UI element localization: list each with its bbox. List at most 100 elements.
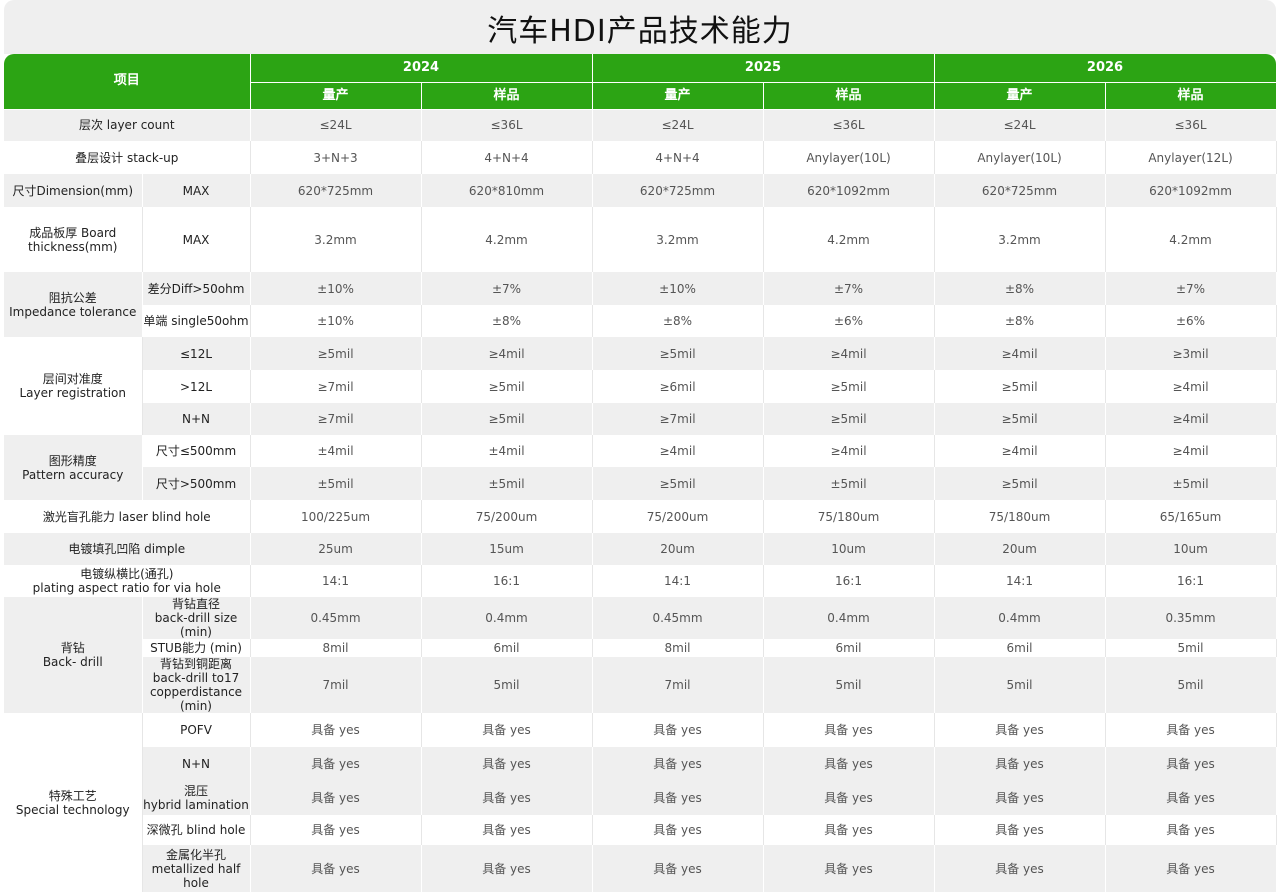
value-cell: 0.4mm	[934, 597, 1106, 639]
value-cell: ±8%	[592, 305, 764, 337]
value-cell: ≥4mil	[592, 435, 764, 467]
table-row: N+N 具备 yes 具备 yes 具备 yes 具备 yes 具备 yes 具备 yes	[4, 747, 1277, 780]
table-row: 深微孔 blind hole 具备 yes 具备 yes 具备 yes 具备 yes 具备…	[4, 815, 1277, 845]
table-row: 图形精度 Pattern accuracy 尺寸≤500mm ±4mil ±4mil ≥…	[4, 435, 1277, 500]
row-sublabel: 尺寸≤500mm	[142, 435, 251, 467]
row-sublabel: 背钻到铜距离 back-drill to17 copperdistance (m…	[142, 657, 251, 713]
value-cell: ±8%	[421, 305, 593, 337]
value-cell: 5mil	[1105, 657, 1277, 713]
table-row: 层间对准度 Layer registration ≤12L ≥5mil ≥4mil ≥5…	[4, 337, 1277, 435]
value-cell: 4.2mm	[763, 207, 935, 272]
value-cell: ≥4mil	[1105, 435, 1277, 467]
row-sublabel: N+N	[142, 403, 251, 435]
row-label: 激光盲孔能力 laser blind hole	[4, 500, 251, 533]
value-cell: 10um	[763, 533, 935, 565]
table-row: 电镀填孔凹陷 dimple 25um 15um 20um 10um 20um 10um	[4, 533, 1277, 565]
row-sublabel: 单端 single50ohm	[142, 305, 251, 337]
table-row: 金属化半孔 metallized half hole 具备 yes 具备 yes 具备…	[4, 845, 1277, 892]
row-sublabel: 尺寸>500mm	[142, 467, 251, 500]
table-row: 背钻 Back- drill 背钻直径 back-drill size (min)…	[4, 597, 1277, 713]
value-cell: 5mil	[934, 657, 1106, 713]
value-cell: Anylayer(10L)	[934, 141, 1106, 174]
row-sublabel: POFV	[142, 713, 251, 747]
value-cell: ≥5mil	[421, 370, 593, 403]
row-label: 电镀纵横比(通孔) plating aspect ratio for via h…	[4, 565, 251, 597]
row-sublabel: MAX	[142, 207, 251, 272]
value-cell: 4+N+4	[421, 141, 593, 174]
value-cell: ≥5mil	[763, 370, 935, 403]
value-cell: ≥5mil	[934, 467, 1106, 500]
value-cell: 4.2mm	[1105, 207, 1277, 272]
value-cell: ≤36L	[1105, 109, 1277, 141]
value-cell: 5mil	[763, 657, 935, 713]
value-cell: 具备 yes	[763, 713, 935, 747]
value-cell: 6mil	[763, 639, 935, 657]
value-cell: 具备 yes	[934, 815, 1106, 845]
value-cell: ≤24L	[592, 109, 764, 141]
value-cell: 具备 yes	[421, 815, 593, 845]
value-cell: 20um	[592, 533, 764, 565]
value-cell: ±10%	[250, 305, 422, 337]
group-label-backdrill: 背钻 Back- drill	[4, 597, 143, 713]
table-row: 层次 layer count ≤24L ≤36L ≤24L ≤36L ≤24L ≤36L	[4, 109, 1277, 141]
value-cell: 具备 yes	[934, 713, 1106, 747]
value-cell: ±6%	[763, 305, 935, 337]
value-cell: 620*725mm	[250, 174, 422, 207]
value-cell: ±8%	[934, 272, 1106, 305]
value-cell: 3.2mm	[934, 207, 1106, 272]
value-cell: 具备 yes	[421, 713, 593, 747]
value-cell: ≥6mil	[592, 370, 764, 403]
row-label: 电镀填孔凹陷 dimple	[4, 533, 251, 565]
group-label-registration: 层间对准度 Layer registration	[4, 337, 143, 435]
header-year-2025: 2025	[592, 54, 935, 83]
row-sublabel: STUB能力 (min)	[142, 639, 251, 657]
value-cell: 620*810mm	[421, 174, 593, 207]
value-cell: 具备 yes	[250, 845, 422, 892]
value-cell: ≤24L	[934, 109, 1106, 141]
group-label-impedance: 阻抗公差 Impedance tolerance	[4, 272, 143, 337]
value-cell: 0.45mm	[592, 597, 764, 639]
row-sublabel: MAX	[142, 174, 251, 207]
value-cell: 65/165um	[1105, 500, 1277, 533]
header-mass: 量产	[250, 82, 422, 110]
value-cell: 75/200um	[592, 500, 764, 533]
value-cell: ±8%	[934, 305, 1106, 337]
value-cell: 6mil	[421, 639, 593, 657]
table-row: 阻抗公差 Impedance tolerance 差分Diff>50ohm ±10%…	[4, 272, 1277, 337]
value-cell: ≤24L	[250, 109, 422, 141]
value-cell: ≥4mil	[1105, 370, 1277, 403]
value-cell: Anylayer(10L)	[763, 141, 935, 174]
header-sample: 样品	[1105, 82, 1277, 110]
value-cell: 具备 yes	[592, 815, 764, 845]
value-cell: 具备 yes	[1105, 780, 1277, 815]
value-cell: 14:1	[250, 565, 422, 597]
capability-table: 项目 2024 2025 2026 量产 样品 量产 样品 量产 样品 层次 l…	[4, 54, 1277, 892]
table-row: 叠层设计 stack-up 3+N+3 4+N+4 4+N+4 Anylayer(10L…	[4, 141, 1277, 174]
value-cell: 0.35mm	[1105, 597, 1277, 639]
value-cell: 8mil	[592, 639, 764, 657]
value-cell: ≥5mil	[934, 370, 1106, 403]
value-cell: 14:1	[934, 565, 1106, 597]
value-cell: 3+N+3	[250, 141, 422, 174]
table-row: N+N ≥7mil ≥5mil ≥7mil ≥5mil ≥5mil ≥4mil	[4, 403, 1277, 435]
value-cell: 具备 yes	[421, 747, 593, 780]
value-cell: ±10%	[250, 272, 422, 305]
value-cell: 620*725mm	[934, 174, 1106, 207]
table-row: 单端 single50ohm ±10% ±8% ±8% ±6% ±8% ±6%	[4, 305, 1277, 337]
value-cell: ≥5mil	[934, 403, 1106, 435]
value-cell: ≥4mil	[934, 337, 1106, 370]
row-sublabel: 背钻直径 back-drill size (min)	[142, 597, 251, 639]
value-cell: ≥4mil	[1105, 403, 1277, 435]
table-row: STUB能力 (min) 8mil 6mil 8mil 6mil 6mil 5mil	[4, 639, 1277, 657]
value-cell: ≤36L	[763, 109, 935, 141]
value-cell: 具备 yes	[1105, 713, 1277, 747]
value-cell: ≥5mil	[592, 467, 764, 500]
value-cell: ±7%	[421, 272, 593, 305]
value-cell: ±7%	[1105, 272, 1277, 305]
table-row: 背钻到铜距离 back-drill to17 copperdistance (m…	[4, 657, 1277, 713]
value-cell: 具备 yes	[1105, 815, 1277, 845]
row-sublabel: 金属化半孔 metallized half hole	[142, 845, 251, 892]
value-cell: 620*1092mm	[1105, 174, 1277, 207]
value-cell: 4.2mm	[421, 207, 593, 272]
value-cell: 具备 yes	[592, 845, 764, 892]
